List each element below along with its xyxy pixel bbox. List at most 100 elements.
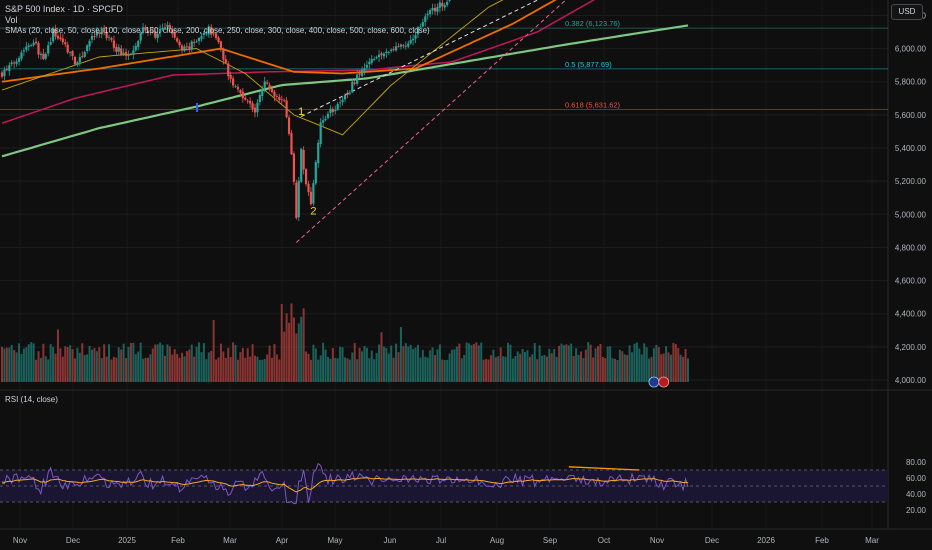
time-tick-label: Aug xyxy=(490,536,504,545)
volume-bar xyxy=(239,352,242,382)
volume-bar xyxy=(667,352,670,382)
time-tick-label: Nov xyxy=(13,536,27,545)
volume-bar xyxy=(558,345,561,382)
candle-body xyxy=(132,50,135,55)
candle-body xyxy=(185,46,188,48)
volume-bar xyxy=(241,347,244,382)
candle-body xyxy=(73,56,77,65)
candle-body xyxy=(331,108,334,113)
volume-bar xyxy=(351,352,354,382)
candle-body xyxy=(207,26,210,35)
candle-body xyxy=(365,64,368,68)
volume-bar xyxy=(13,349,16,382)
volume-bar xyxy=(93,348,96,382)
candle-body xyxy=(51,29,55,42)
candle-body xyxy=(37,42,40,55)
volume-bar xyxy=(446,359,449,382)
volume-bar xyxy=(100,358,103,382)
grid xyxy=(0,0,932,530)
volume-bar xyxy=(601,357,604,382)
volume-bar xyxy=(44,356,47,382)
candle-body xyxy=(231,78,235,86)
volume-bar xyxy=(95,351,98,382)
candle-body xyxy=(261,88,264,97)
candle-body xyxy=(149,30,152,32)
volume-bar xyxy=(336,358,339,382)
candle-body xyxy=(10,62,13,65)
volume-bar xyxy=(365,347,368,382)
volume-bar xyxy=(373,359,376,382)
candle-body xyxy=(300,148,303,182)
sma-red-line xyxy=(1,0,596,124)
volume-bar xyxy=(297,323,300,382)
candle-body xyxy=(195,41,198,43)
volume-bar xyxy=(232,342,235,382)
candle-body xyxy=(339,102,342,104)
candle-body xyxy=(312,183,315,204)
candle-body xyxy=(56,35,60,39)
time-tick-label: Mar xyxy=(865,536,879,545)
volume-bar xyxy=(412,349,415,382)
trend-lines xyxy=(296,0,567,243)
volume-bar xyxy=(76,347,79,382)
volume-bar xyxy=(268,345,271,382)
candle-body xyxy=(290,132,293,155)
volume-bar xyxy=(275,354,278,382)
volume-bar xyxy=(81,343,84,382)
volume-bar xyxy=(378,344,381,382)
candle-body xyxy=(222,48,225,60)
candle-body xyxy=(416,27,420,35)
volume-bar xyxy=(358,347,361,382)
volume-bar xyxy=(356,359,359,382)
candle-body xyxy=(287,117,291,134)
volume-bar xyxy=(511,358,514,382)
candle-body xyxy=(380,53,383,56)
volume-bar xyxy=(475,342,478,382)
candle-body xyxy=(370,58,373,63)
candle-body xyxy=(210,26,213,35)
candle-body xyxy=(346,94,349,95)
volume-bar xyxy=(193,356,196,382)
candle-body xyxy=(241,91,244,99)
candle-body xyxy=(88,40,91,47)
price-tick-label: 5,400.00 xyxy=(895,144,927,153)
volume-bar xyxy=(628,345,631,382)
volume-bar xyxy=(37,351,40,382)
volume-bar xyxy=(424,356,427,382)
candle-body xyxy=(95,31,98,36)
volume-bar xyxy=(334,357,337,382)
candle-body xyxy=(402,45,405,46)
price-tick-label: 5,000.00 xyxy=(895,210,927,219)
currency-button[interactable]: USD xyxy=(891,4,923,20)
volume-bar xyxy=(190,344,193,382)
volume-bar xyxy=(18,343,21,382)
volume-bar xyxy=(375,352,378,382)
volume-bar xyxy=(346,358,349,382)
volume-bar xyxy=(453,349,456,382)
candle-body xyxy=(421,22,424,27)
volume-bar xyxy=(307,353,310,382)
candle-body xyxy=(22,50,25,52)
candle-body xyxy=(69,52,72,53)
price-tick-label: 4,600.00 xyxy=(895,277,927,286)
volume-bar xyxy=(54,353,57,382)
candle-body xyxy=(180,45,184,51)
volume-bar xyxy=(331,348,334,382)
price-tick-label: 5,800.00 xyxy=(895,78,927,87)
candle-body xyxy=(159,28,162,33)
volume-bar xyxy=(171,354,174,382)
volume-bar xyxy=(550,353,553,382)
candle-body xyxy=(322,120,325,123)
volume-bar xyxy=(528,356,531,382)
candle-body xyxy=(324,118,327,121)
volume-bar xyxy=(562,345,565,382)
candle-body xyxy=(3,69,6,77)
volume-bar xyxy=(387,353,390,382)
volume-bar xyxy=(344,357,346,382)
volume-bar xyxy=(460,358,463,382)
candle-body xyxy=(25,46,28,50)
volume-bar xyxy=(280,304,283,382)
candle-body xyxy=(81,56,84,58)
candle-body xyxy=(8,65,11,72)
